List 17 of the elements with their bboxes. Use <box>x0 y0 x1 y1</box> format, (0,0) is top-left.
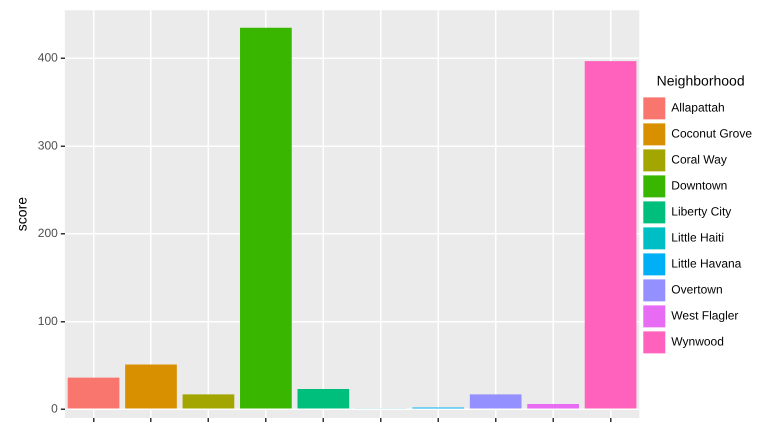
y-tick-label: 100 <box>38 314 58 328</box>
legend-label: Coconut Grove <box>671 126 752 141</box>
y-tick-label: 200 <box>38 226 58 240</box>
legend-label: Overtown <box>671 282 723 297</box>
y-axis-title: score <box>13 196 30 232</box>
legend-label: Wynwood <box>671 334 724 349</box>
legend-label: Allapattah <box>671 100 725 115</box>
y-tick-label: 300 <box>38 138 58 152</box>
legend-label: West Flagler <box>671 308 738 323</box>
legend-label: Little Havana <box>671 256 742 271</box>
y-tick-label: 0 <box>51 402 58 416</box>
legend-label: Coral Way <box>671 152 727 167</box>
legend-label: Liberty City <box>671 204 732 219</box>
legend-label: Little Haiti <box>671 230 724 245</box>
legend-label: Downtown <box>671 178 728 193</box>
legend-title: Neighborhood <box>656 72 745 88</box>
y-tick-label: 400 <box>38 50 58 65</box>
